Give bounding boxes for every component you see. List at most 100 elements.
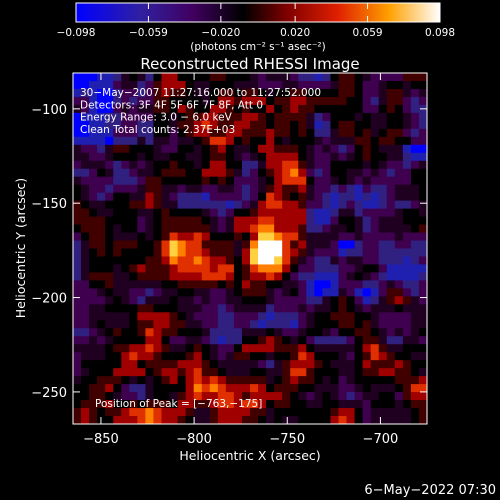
heatmap-cell xyxy=(338,184,347,194)
heatmap-cell xyxy=(217,128,227,138)
heatmap-cell xyxy=(225,168,235,178)
heatmap-cell xyxy=(169,80,178,90)
heatmap-cell xyxy=(322,248,331,257)
heatmap-cell xyxy=(266,248,275,257)
heatmap-cell xyxy=(209,320,219,329)
heatmap-cell xyxy=(322,88,331,98)
heatmap-cell xyxy=(121,376,130,385)
heatmap-cell xyxy=(258,96,267,106)
heatmap-cell xyxy=(306,224,315,233)
heatmap-cell xyxy=(274,256,283,265)
heatmap-cell xyxy=(153,80,162,90)
heatmap-cell xyxy=(217,80,227,90)
heatmap-cell xyxy=(370,168,380,178)
heatmap-cell xyxy=(193,208,203,217)
heatmap-cell xyxy=(378,320,388,329)
heatmap-cell xyxy=(338,80,347,90)
heatmap-cell xyxy=(266,144,275,154)
heatmap-cell xyxy=(129,320,138,329)
heatmap-cell xyxy=(161,176,170,186)
heatmap-cell xyxy=(418,280,428,289)
heatmap-cell xyxy=(97,264,106,273)
heatmap-cell xyxy=(105,408,114,417)
heatmap-cell xyxy=(282,112,291,122)
heatmap-cell xyxy=(378,232,388,241)
heatmap-cell xyxy=(145,408,154,417)
heatmap-cell xyxy=(105,392,114,401)
heatmap-cell xyxy=(153,184,162,194)
heatmap-cell xyxy=(81,376,90,385)
heatmap-cell xyxy=(354,96,364,106)
heatmap-cell xyxy=(386,144,396,154)
heatmap-cell xyxy=(290,360,299,369)
heatmap-cell xyxy=(145,368,154,377)
heatmap-cell xyxy=(81,136,90,146)
heatmap-cell xyxy=(153,296,162,305)
heatmap-cell xyxy=(394,392,404,401)
heatmap-cell xyxy=(250,272,259,281)
heatmap-cell xyxy=(201,272,211,281)
heatmap-cell xyxy=(290,232,299,241)
heatmap-cell xyxy=(73,200,82,210)
heatmap-cell xyxy=(394,208,404,217)
heatmap-cell xyxy=(161,168,170,178)
heatmap-cell xyxy=(201,160,211,170)
heatmap-cell xyxy=(225,384,235,393)
heatmap-cell xyxy=(97,128,106,138)
heatmap-cell xyxy=(241,192,251,202)
heatmap-cell xyxy=(185,312,195,321)
heatmap-cell xyxy=(282,208,291,217)
heatmap-cell xyxy=(250,216,259,225)
heatmap-cell xyxy=(394,384,404,393)
heatmap-cell xyxy=(185,296,195,305)
heatmap-cell xyxy=(145,392,154,401)
heatmap-cell xyxy=(322,272,331,281)
heatmap-cell xyxy=(137,144,146,154)
heatmap-cell xyxy=(330,184,339,194)
heatmap-cell xyxy=(241,240,251,249)
heatmap-cell xyxy=(410,104,420,114)
heatmap-cell xyxy=(386,73,396,82)
heatmap-cell xyxy=(282,152,291,162)
heatmap-cell xyxy=(177,280,187,289)
heatmap-cell xyxy=(298,136,307,146)
heatmap-cell xyxy=(217,352,227,361)
heatmap-cell xyxy=(266,104,275,114)
heatmap-cell xyxy=(137,328,146,337)
heatmap-cell xyxy=(169,88,178,98)
heatmap-cell xyxy=(241,408,251,417)
heatmap-cell xyxy=(306,73,315,82)
heatmap-cell xyxy=(201,280,211,289)
heatmap-cell xyxy=(418,240,428,249)
heatmap-cell xyxy=(378,208,388,217)
heatmap-cell xyxy=(266,152,275,162)
heatmap-cell xyxy=(298,320,307,329)
heatmap-cell xyxy=(177,104,187,114)
heatmap-cell xyxy=(258,120,267,130)
x-tick-label: −700 xyxy=(363,432,399,447)
heatmap-cell xyxy=(233,280,243,289)
heatmap-cell xyxy=(161,104,170,114)
heatmap-cell xyxy=(209,248,219,257)
heatmap-cell xyxy=(402,256,412,265)
heatmap-cell xyxy=(338,240,347,249)
heatmap-cell xyxy=(370,216,380,225)
heatmap-cell xyxy=(233,200,243,210)
heatmap-cell xyxy=(394,288,404,297)
heatmap-cell xyxy=(314,192,323,202)
heatmap-cell xyxy=(161,384,170,393)
heatmap-cell xyxy=(266,416,275,425)
heatmap-cell xyxy=(145,296,154,305)
heatmap-cell xyxy=(233,73,243,82)
heatmap-cell xyxy=(418,328,428,337)
heatmap-cell xyxy=(314,152,323,162)
heatmap-cell xyxy=(177,120,187,130)
heatmap-cell xyxy=(137,384,146,393)
heatmap-cell xyxy=(250,96,259,106)
heatmap-cell xyxy=(346,200,355,210)
heatmap-cell xyxy=(394,112,404,122)
heatmap-cell xyxy=(145,80,154,90)
heatmap-cell xyxy=(346,400,355,409)
heatmap-cell xyxy=(282,128,291,138)
heatmap-cell xyxy=(290,416,299,425)
